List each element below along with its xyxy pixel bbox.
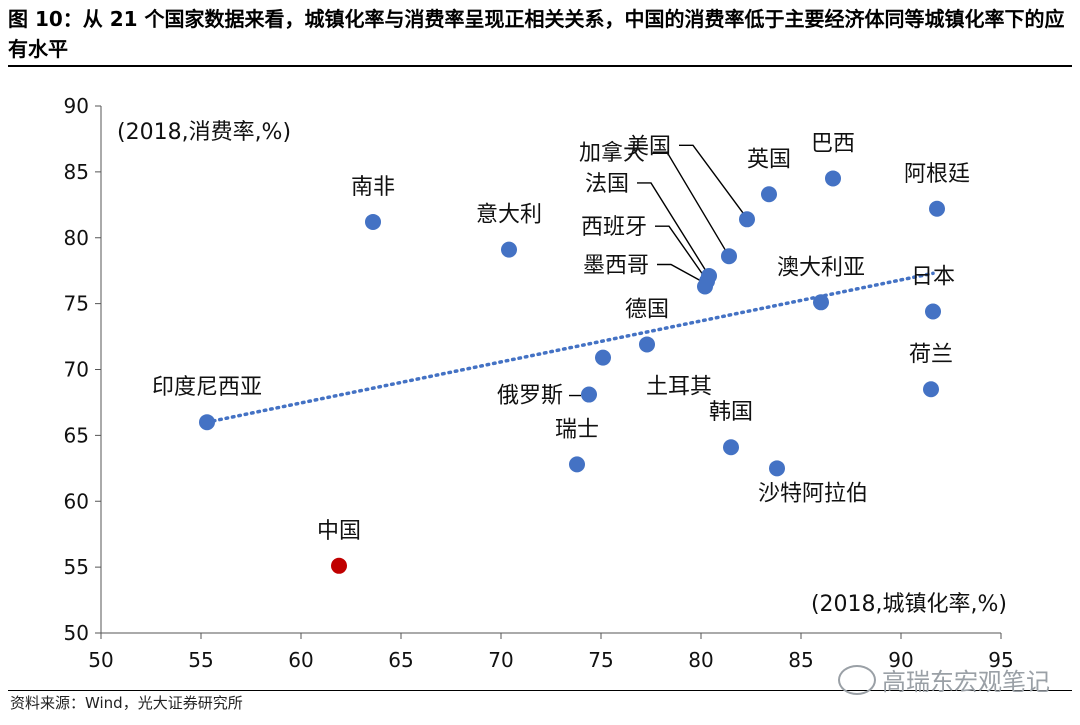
trendline xyxy=(205,271,935,424)
data-point xyxy=(581,386,597,403)
x-tick-label: 70 xyxy=(488,648,513,672)
point-label: 巴西 xyxy=(811,131,855,156)
y-axis-label: (2018,消费率,%) xyxy=(117,120,291,145)
point-label: 俄罗斯 xyxy=(497,384,563,409)
point-label: 澳大利亚 xyxy=(777,255,865,280)
y-tick-label: 60 xyxy=(64,489,89,513)
point-label: 韩国 xyxy=(709,400,753,425)
point-label: 阿根廷 xyxy=(904,162,970,187)
data-point xyxy=(721,248,737,265)
point-label: 荷兰 xyxy=(909,342,953,367)
watermark: 高瑞东宏观笔记 xyxy=(838,662,1050,697)
axes-group: 50 55 60 65 70 75 80 85 90 50 55 60 65 70 75 80 85 90 95 xyxy=(64,94,1014,672)
data-point xyxy=(199,414,215,431)
x-tick-label: 55 xyxy=(188,648,213,672)
point-label: 日本 xyxy=(911,265,955,290)
data-point xyxy=(813,294,829,311)
point-label: 英国 xyxy=(747,147,791,172)
y-tick-label: 55 xyxy=(64,555,89,579)
y-tick-label: 50 xyxy=(64,621,89,645)
point-label: 加拿大 xyxy=(579,140,645,166)
footer-rule xyxy=(8,690,1072,691)
data-point xyxy=(331,557,347,574)
source-note: 资料来源：Wind，光大证券研究所 xyxy=(10,694,243,712)
data-point xyxy=(923,381,939,398)
point-label: 美国 xyxy=(627,134,671,159)
leader-line xyxy=(653,151,727,252)
leader-line xyxy=(657,263,703,283)
point-label: 南非 xyxy=(351,175,395,200)
data-point xyxy=(723,439,739,456)
y-tick-label: 70 xyxy=(64,358,89,382)
y-tick-label: 80 xyxy=(64,226,89,250)
leader-line xyxy=(637,182,707,272)
data-point xyxy=(569,456,585,473)
title-rule xyxy=(8,65,1072,67)
y-tick-label: 90 xyxy=(64,94,89,118)
point-label: 土耳其 xyxy=(646,375,712,400)
y-tick-label: 75 xyxy=(64,292,89,316)
data-point xyxy=(639,336,655,353)
data-point xyxy=(365,213,381,230)
y-tick-label: 65 xyxy=(64,423,89,447)
leader-lines-group xyxy=(569,144,745,397)
data-point xyxy=(769,460,785,477)
data-point xyxy=(929,200,945,217)
point-label: 印度尼西亚 xyxy=(152,375,262,400)
data-point xyxy=(825,170,841,187)
points-group xyxy=(199,170,945,574)
x-tick-label: 85 xyxy=(788,648,813,672)
trendline-group xyxy=(205,271,935,424)
data-point xyxy=(761,186,777,203)
x-tick-label: 60 xyxy=(288,648,313,672)
point-label: 德国 xyxy=(625,297,669,322)
leader-line xyxy=(655,225,705,277)
point-label: 西班牙 xyxy=(581,215,647,240)
x-tick-label: 95 xyxy=(988,648,1013,672)
data-point xyxy=(697,278,713,295)
x-tick-label: 50 xyxy=(88,648,113,672)
point-label: 沙特阿拉伯 xyxy=(758,481,868,506)
leader-line xyxy=(679,144,745,215)
point-label: 中国 xyxy=(317,519,361,544)
scatter-chart: 50 55 60 65 70 75 80 85 90 50 55 60 65 70 75 80 85 90 95 美… xyxy=(64,94,1014,672)
wechat-icon xyxy=(838,664,876,695)
x-tick-label: 75 xyxy=(588,648,613,672)
data-point xyxy=(595,349,611,366)
data-point xyxy=(925,303,941,320)
y-tick-label: 85 xyxy=(64,160,89,184)
point-label: 墨西哥 xyxy=(583,253,649,278)
x-axis-label: (2018,城镇化率,%) xyxy=(811,592,1007,617)
point-label: 法国 xyxy=(585,172,629,197)
x-tick-label: 90 xyxy=(888,648,913,672)
data-point xyxy=(739,211,755,228)
x-tick-label: 80 xyxy=(688,648,713,672)
watermark-text: 高瑞东宏观笔记 xyxy=(882,668,1050,696)
point-label: 瑞士 xyxy=(555,417,599,442)
point-label: 意大利 xyxy=(476,203,542,228)
data-point xyxy=(501,241,517,258)
x-tick-label: 65 xyxy=(388,648,413,672)
figure-title: 图 10：从 21 个国家数据来看，城镇化率与消费率呈现正相关关系，中国的消费率… xyxy=(8,7,1065,61)
